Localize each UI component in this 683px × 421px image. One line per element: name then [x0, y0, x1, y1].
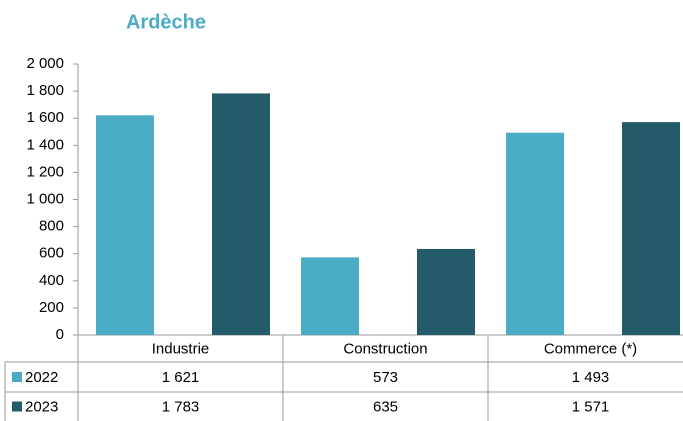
- bar: [212, 93, 270, 335]
- bar: [301, 257, 359, 335]
- legend-label: 2022: [25, 369, 58, 386]
- y-tick-label: 0: [56, 326, 64, 343]
- y-tick-label: 400: [39, 272, 64, 289]
- legend-key: [12, 372, 22, 382]
- y-tick-label: 600: [39, 245, 64, 262]
- y-tick-label: 2 000: [26, 55, 64, 72]
- x-tick-label: Industrie: [152, 340, 210, 357]
- legend-label: 2023: [25, 398, 58, 415]
- table-value: 1 783: [162, 398, 200, 415]
- table-value: 1 621: [162, 369, 200, 386]
- y-tick-label: 1 000: [26, 190, 64, 207]
- chart-title: Ardèche: [126, 11, 206, 33]
- x-tick-label: Commerce (*): [544, 340, 637, 357]
- y-tick-label: 1 200: [26, 163, 64, 180]
- y-tick-label: 200: [39, 299, 64, 316]
- bar: [622, 122, 680, 335]
- table-value: 1 571: [572, 398, 610, 415]
- y-tick-label: 800: [39, 218, 64, 235]
- y-tick-label: 1 600: [26, 109, 64, 126]
- table-value: 635: [373, 398, 398, 415]
- y-tick-label: 1 800: [26, 82, 64, 99]
- y-tick-label: 1 400: [26, 136, 64, 153]
- table-value: 1 493: [572, 369, 610, 386]
- legend-key: [12, 401, 22, 412]
- table-value: 573: [373, 369, 398, 386]
- bar: [506, 132, 564, 335]
- bar: [417, 248, 475, 335]
- x-tick-label: Construction: [343, 340, 427, 357]
- bar: [96, 115, 154, 336]
